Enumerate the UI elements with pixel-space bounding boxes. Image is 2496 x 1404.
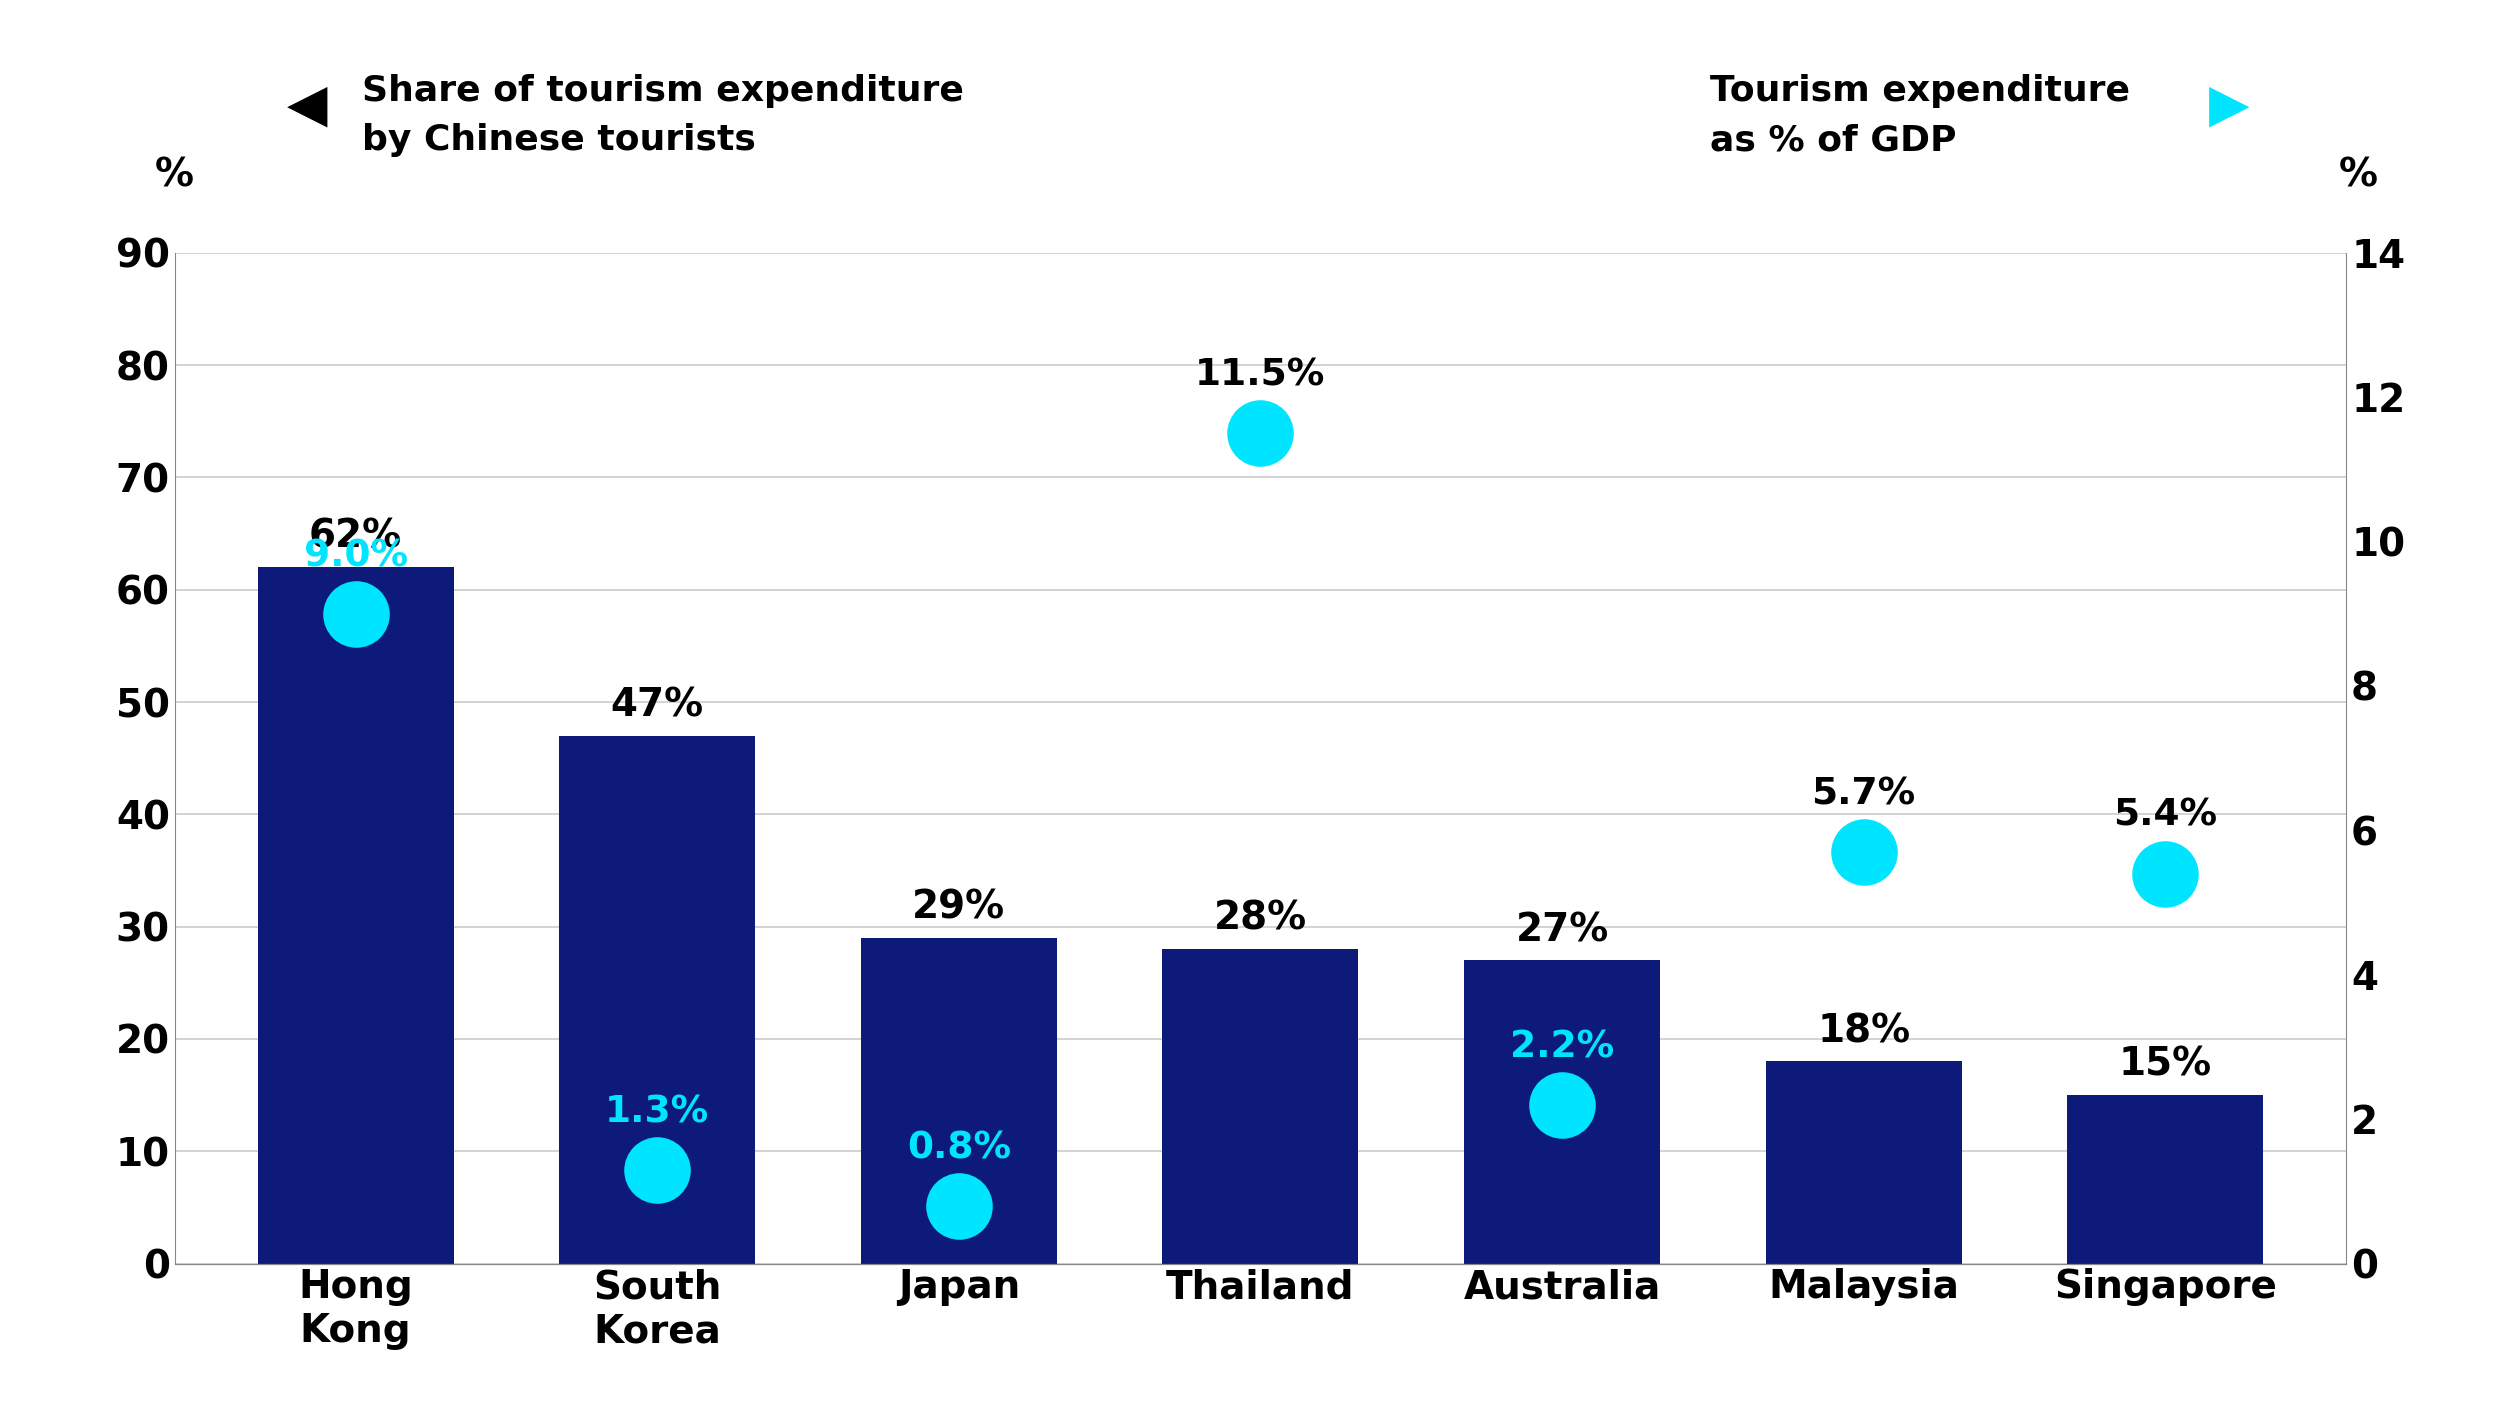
- Text: 18%: 18%: [1817, 1012, 1909, 1050]
- Point: [2144, 862, 2184, 885]
- Text: Share of tourism expenditure: Share of tourism expenditure: [362, 74, 963, 108]
- Text: 2.2%: 2.2%: [1510, 1029, 1615, 1066]
- Bar: [559, 736, 756, 1264]
- Text: 0.8%: 0.8%: [906, 1130, 1011, 1167]
- Bar: [2067, 1095, 2264, 1264]
- Text: 27%: 27%: [1515, 911, 1610, 949]
- Text: %: %: [155, 156, 195, 195]
- Bar: [1163, 949, 1358, 1264]
- Text: 11.5%: 11.5%: [1196, 358, 1325, 393]
- Bar: [257, 567, 454, 1264]
- Bar: [1765, 1061, 1962, 1264]
- Bar: [1465, 960, 1660, 1264]
- Text: %: %: [2339, 156, 2379, 195]
- Text: as % of GDP: as % of GDP: [1710, 124, 1957, 157]
- Text: 29%: 29%: [914, 889, 1006, 927]
- Text: 9.0%: 9.0%: [305, 538, 407, 574]
- Text: 62%: 62%: [310, 518, 402, 556]
- Point: [1543, 1094, 1582, 1116]
- Text: ◀: ◀: [287, 79, 327, 132]
- Text: ▶: ▶: [2209, 79, 2249, 132]
- Point: [636, 1158, 676, 1181]
- Text: 5.4%: 5.4%: [2114, 797, 2216, 834]
- Text: 5.7%: 5.7%: [1812, 776, 1917, 813]
- Text: 47%: 47%: [612, 687, 704, 724]
- Bar: [861, 938, 1056, 1264]
- Point: [334, 602, 374, 625]
- Point: [1845, 841, 1884, 863]
- Text: Tourism expenditure: Tourism expenditure: [1710, 74, 2129, 108]
- Text: 1.3%: 1.3%: [604, 1094, 709, 1130]
- Point: [938, 1195, 978, 1217]
- Text: by Chinese tourists: by Chinese tourists: [362, 124, 756, 157]
- Text: 15%: 15%: [2119, 1046, 2211, 1084]
- Point: [1241, 423, 1280, 445]
- Text: 28%: 28%: [1213, 900, 1308, 938]
